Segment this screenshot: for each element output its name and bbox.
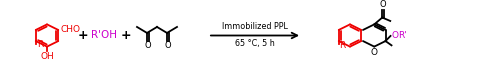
Text: R: R xyxy=(36,40,43,49)
Text: 65 °C, 5 h: 65 °C, 5 h xyxy=(235,39,275,48)
Text: O: O xyxy=(144,41,152,50)
Text: R: R xyxy=(338,41,345,50)
Text: Immobilized PPL: Immobilized PPL xyxy=(222,22,288,31)
Text: +: + xyxy=(120,29,132,42)
Text: R'OH: R'OH xyxy=(91,31,117,40)
Text: +: + xyxy=(78,29,88,42)
Text: O: O xyxy=(380,0,386,9)
Text: O: O xyxy=(392,31,398,40)
Text: O: O xyxy=(371,48,378,57)
Text: CHO: CHO xyxy=(60,25,80,34)
Text: R': R' xyxy=(398,31,407,40)
Text: O: O xyxy=(164,41,172,50)
Text: OH: OH xyxy=(40,52,54,61)
